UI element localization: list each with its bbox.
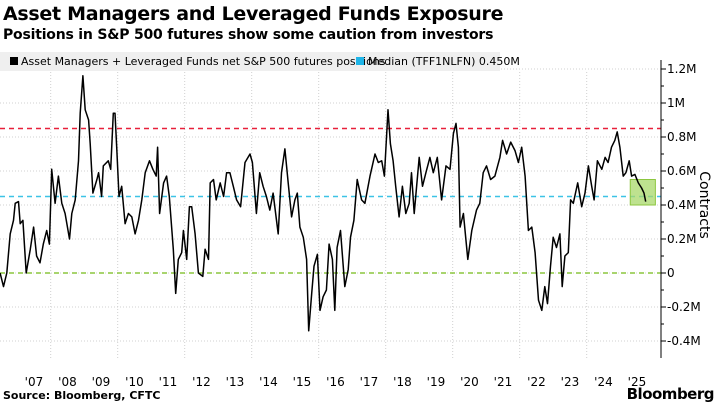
x-tick-label: '16 <box>326 375 345 389</box>
y-tick-label: -0.4M <box>667 334 701 348</box>
legend: Asset Managers + Leveraged Funds net S&P… <box>0 52 520 71</box>
legend-label-positions: Asset Managers + Leveraged Funds net S&P… <box>21 55 386 68</box>
legend-label-median: Median (TFF1NLFN) 0.450M <box>368 55 520 68</box>
reference-lines <box>0 127 661 274</box>
x-tick-label: '07 <box>25 375 44 389</box>
x-tick-label: '21 <box>494 375 513 389</box>
y-tick-label: -0.2M <box>667 300 701 314</box>
legend-swatch-positions <box>10 57 18 65</box>
bloomberg-logo: Bloomberg <box>626 385 715 403</box>
x-tick-label: '23 <box>561 375 580 389</box>
x-tick-label: '13 <box>226 375 245 389</box>
x-tick-label: '14 <box>259 375 278 389</box>
x-tick-label: '18 <box>393 375 412 389</box>
x-tick-label: '17 <box>360 375 379 389</box>
legend-swatch-median <box>356 57 364 65</box>
y-tick-label: 0.6M <box>667 164 696 178</box>
series <box>0 75 647 332</box>
y-tick-label: 0.2M <box>667 232 696 246</box>
y-axis-label: Contracts <box>696 171 712 239</box>
x-tick-label: '08 <box>58 375 77 389</box>
y-tick-label: 1M <box>667 96 685 110</box>
grid <box>0 68 661 358</box>
y-axis: 1.2M 1M 0.8M 0.6M 0.4M 0.2M 0 -0.2M -0.4M <box>660 60 701 358</box>
x-tick-label: '11 <box>159 375 178 389</box>
x-tick-label: '20 <box>460 375 479 389</box>
x-tick-label: '25 <box>628 375 647 389</box>
series-line <box>0 75 647 332</box>
x-tick-label: '24 <box>594 375 613 389</box>
x-tick-label: '09 <box>92 375 111 389</box>
x-tick-label: '15 <box>293 375 312 389</box>
y-tick-label: 0 <box>667 266 675 280</box>
x-tick-label: '22 <box>527 375 546 389</box>
chart-title: Asset Managers and Leveraged Funds Expos… <box>3 3 504 25</box>
y-tick-label: 0.8M <box>667 130 696 144</box>
y-tick-label: 1.2M <box>667 62 696 76</box>
legend-background <box>0 52 500 71</box>
source-note: Source: Bloomberg, CFTC <box>3 389 161 402</box>
x-tick-label: '12 <box>192 375 211 389</box>
x-tick-label: '19 <box>427 375 446 389</box>
x-tick-label: '10 <box>125 375 144 389</box>
x-axis: '07 '08 '09 '10 '11 '12 '13 '14 '15 '16 '17 '18 '19 '… <box>25 375 647 389</box>
y-tick-label: 0.4M <box>667 198 696 212</box>
chart-subtitle: Positions in S&P 500 futures show some c… <box>3 27 494 43</box>
